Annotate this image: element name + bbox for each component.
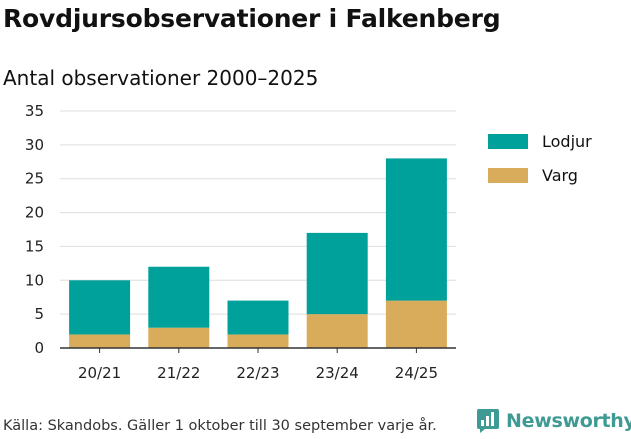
legend-swatch-varg bbox=[488, 167, 528, 183]
bar-varg-21-22 bbox=[148, 327, 210, 348]
y-tick-label: 15 bbox=[25, 237, 44, 255]
x-axis-ticks: 20/21 21/22 22/23 23/24 24/25 bbox=[78, 348, 438, 382]
legend-item-varg: Varg bbox=[488, 158, 592, 192]
y-tick-label: 0 bbox=[34, 339, 44, 357]
source-note: Källa: Skandobs. Gäller 1 oktober till 3… bbox=[3, 418, 437, 434]
page-title: Rovdjursobservationer i Falkenberg bbox=[3, 4, 501, 33]
legend-label-lodjur: Lodjur bbox=[542, 131, 592, 151]
bar-lodjur-24-25 bbox=[385, 158, 447, 301]
bars bbox=[69, 158, 447, 348]
bar-varg-20-21 bbox=[69, 334, 131, 348]
bar-varg-23-24 bbox=[306, 314, 368, 348]
bar-varg-22-23 bbox=[227, 334, 289, 348]
y-tick-label: 35 bbox=[25, 102, 44, 120]
legend-swatch-lodjur bbox=[488, 133, 528, 149]
y-axis-ticks: 0 5 10 15 20 25 30 35 bbox=[25, 102, 44, 357]
x-tick-label: 21/22 bbox=[157, 364, 200, 382]
newsworthy-logo-text: Newsworthy bbox=[506, 410, 631, 432]
y-tick-label: 10 bbox=[25, 271, 44, 289]
x-tick-label: 24/25 bbox=[395, 364, 438, 382]
bar-lodjur-22-23 bbox=[227, 300, 289, 335]
bar-lodjur-23-24 bbox=[306, 232, 368, 315]
x-tick-label: 22/23 bbox=[236, 364, 279, 382]
chart-subtitle: Antal observationer 2000–2025 bbox=[3, 66, 319, 90]
newsworthy-logo[interactable]: Newsworthy bbox=[476, 408, 631, 434]
y-tick-label: 5 bbox=[34, 305, 44, 323]
bar-lodjur-20-21 bbox=[69, 280, 131, 335]
newsworthy-logo-icon bbox=[477, 409, 499, 433]
legend: Lodjur Varg bbox=[488, 124, 592, 192]
y-tick-label: 25 bbox=[25, 170, 44, 188]
y-tick-label: 30 bbox=[25, 136, 44, 154]
y-tick-label: 20 bbox=[25, 204, 44, 222]
x-tick-label: 23/24 bbox=[316, 364, 359, 382]
legend-item-lodjur: Lodjur bbox=[488, 124, 592, 158]
bar-lodjur-21-22 bbox=[148, 266, 210, 328]
bar-varg-24-25 bbox=[385, 300, 447, 348]
legend-label-varg: Varg bbox=[542, 165, 578, 185]
x-tick-label: 20/21 bbox=[78, 364, 121, 382]
